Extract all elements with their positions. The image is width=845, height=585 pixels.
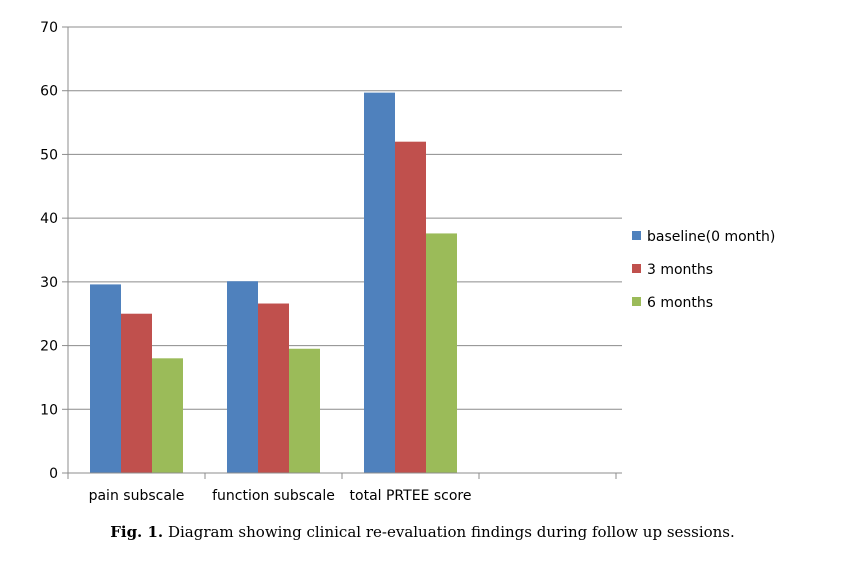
bar <box>227 281 258 473</box>
y-tick-label: 30 <box>40 275 58 291</box>
y-tick-labels: 0 10 20 30 40 50 60 70 <box>40 20 58 482</box>
y-tick-label: 20 <box>40 339 58 355</box>
legend-swatch <box>632 264 641 273</box>
legend-label: baseline(0 month) <box>647 229 775 245</box>
caption-text: Diagram showing clinical re-evaluation f… <box>167 523 735 541</box>
axes <box>62 26 622 479</box>
bar-chart: 0 10 20 30 40 50 60 70 pain subscale function su… <box>40 20 775 504</box>
y-tick-label: 60 <box>40 84 58 100</box>
bar <box>90 284 121 473</box>
legend-swatch <box>632 297 641 306</box>
category-label: function subscale <box>212 488 335 504</box>
bar <box>258 303 289 473</box>
category-label: total PRTEE score <box>350 488 472 504</box>
bar <box>395 141 426 473</box>
legend-label: 3 months <box>647 262 713 278</box>
category-label: pain subscale <box>89 488 185 504</box>
figure-caption: Fig. 1. Diagram showing clinical re-eval… <box>0 523 845 541</box>
bar <box>364 92 395 473</box>
caption-label: Fig. 1. <box>110 523 164 541</box>
bar <box>152 358 183 473</box>
bar <box>426 233 457 473</box>
gridlines <box>68 26 622 410</box>
legend-label: 6 months <box>647 295 713 311</box>
y-tick-label: 0 <box>49 466 58 482</box>
y-tick-label: 10 <box>40 402 58 418</box>
bars <box>90 92 457 473</box>
y-tick-label: 40 <box>40 211 58 227</box>
bar <box>289 348 320 473</box>
y-tick-label: 70 <box>40 20 58 36</box>
category-labels: pain subscale function subscale total PRTE… <box>89 488 472 504</box>
legend: baseline(0 month) 3 months 6 months <box>632 229 775 311</box>
legend-swatch <box>632 231 641 240</box>
bar <box>121 313 152 473</box>
y-tick-label: 50 <box>40 147 58 163</box>
